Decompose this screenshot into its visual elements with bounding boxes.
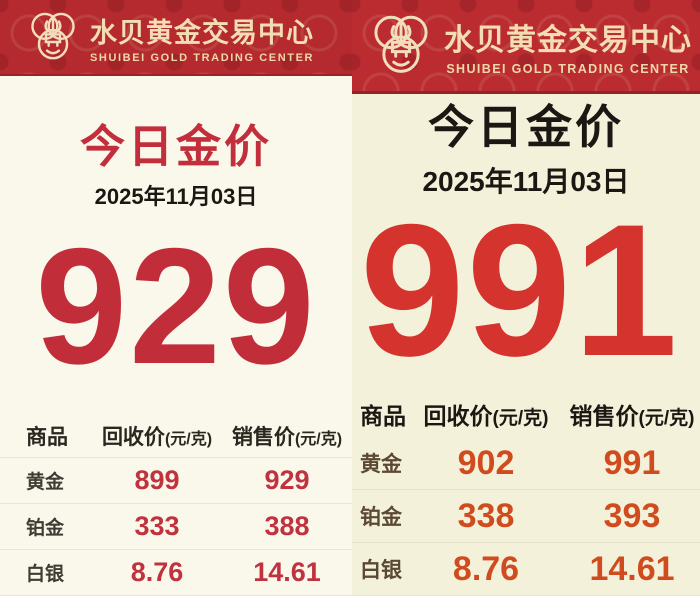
page-title: 今日金价	[428, 101, 624, 153]
headline-gold-price: 929	[35, 213, 317, 398]
table-row-platinum: 铂金 338 393	[352, 490, 700, 543]
product-name: 黄金	[26, 472, 65, 493]
sale-unit: (元/克)	[638, 408, 695, 429]
sale-price: 393	[603, 496, 661, 535]
table-row-gold: 黄金 899 929	[0, 458, 352, 504]
buyback-unit: (元/克)	[492, 408, 549, 429]
product-name: 黄金	[360, 453, 402, 476]
shuibei-logo-icon	[368, 10, 434, 81]
brand-name-chinese: 水贝黄金交易中心	[90, 17, 315, 48]
buyback-price: 8.76	[130, 557, 184, 587]
sale-unit: (元/克)	[294, 430, 343, 448]
price-table: 商品 回收价(元/克) 销售价(元/克) 黄金 899 929 铂金 333 3…	[0, 414, 352, 596]
sale-price: 388	[264, 511, 310, 541]
brand-name-english: SHUIBEI GOLD TRADING CENTER	[90, 51, 315, 64]
sale-price: 991	[603, 443, 661, 482]
page-title: 今日金价	[79, 121, 272, 172]
buyback-price: 902	[457, 443, 515, 482]
sale-price: 929	[264, 465, 310, 495]
price-board-left: 水贝黄金交易中心 SHUIBEI GOLD TRADING CENTER 今日金…	[0, 0, 352, 596]
table-row-silver: 白银 8.76 14.61	[352, 543, 700, 596]
column-header-buyback: 回收价(元/克)	[101, 425, 213, 449]
brand-text: 水贝黄金交易中心 SHUIBEI GOLD TRADING CENTER	[90, 11, 314, 64]
column-header-product: 商品	[26, 425, 68, 449]
price-board-right: 水贝黄金交易中心 SHUIBEI GOLD TRADING CENTER 今日金…	[352, 0, 700, 596]
table-header-row: 商品 回收价(元/克) 销售价(元/克)	[0, 414, 352, 458]
table-row-platinum: 铂金 333 388	[0, 504, 352, 550]
buyback-price: 333	[134, 511, 180, 541]
headline-gold-price: 991	[360, 184, 680, 395]
sale-price: 14.61	[589, 549, 675, 588]
buyback-price: 338	[457, 496, 515, 535]
table-header-row: 商品 回收价(元/克) 销售价(元/克)	[352, 391, 700, 437]
buyback-price: 8.76	[452, 549, 520, 588]
sale-price: 14.61	[253, 557, 321, 587]
table-row-gold: 黄金 902 991	[352, 437, 700, 490]
product-name: 铂金	[360, 506, 402, 529]
brand-header: 水贝黄金交易中心 SHUIBEI GOLD TRADING CENTER	[352, 0, 700, 94]
buyback-price: 899	[134, 465, 180, 495]
price-table: 商品 回收价(元/克) 销售价(元/克) 黄金 902 991 铂金 338 3…	[352, 391, 700, 596]
product-name: 白银	[26, 564, 65, 585]
column-header-sale: 销售价(元/克)	[569, 403, 695, 429]
date-label: 2025年11月03日	[94, 183, 258, 209]
column-header-product: 商品	[360, 403, 406, 429]
column-header-sale: 销售价(元/克)	[231, 425, 343, 449]
brand-header: 水贝黄金交易中心 SHUIBEI GOLD TRADING CENTER	[0, 0, 352, 76]
product-name: 白银	[360, 559, 402, 582]
brand-name-english: SHUIBEI GOLD TRADING CENTER	[446, 62, 690, 76]
column-header-buyback: 回收价(元/克)	[423, 403, 549, 429]
buyback-unit: (元/克)	[164, 430, 213, 448]
product-name: 铂金	[26, 518, 65, 539]
shuibei-logo-icon	[26, 8, 80, 67]
table-row-silver: 白银 8.76 14.61	[0, 550, 352, 596]
brand-name-chinese: 水贝黄金交易中心	[444, 24, 692, 57]
date-label: 2025年11月03日	[422, 165, 630, 197]
brand-text: 水贝黄金交易中心 SHUIBEI GOLD TRADING CENTER	[444, 15, 692, 76]
